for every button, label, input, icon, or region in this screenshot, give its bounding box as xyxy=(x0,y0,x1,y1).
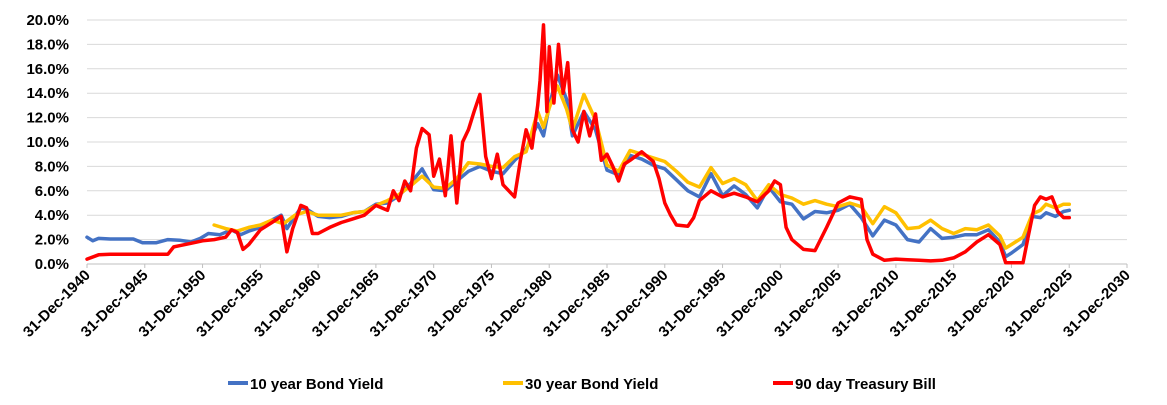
y-tick-label: 12.0% xyxy=(26,110,69,127)
y-tick-label: 18.0% xyxy=(26,36,69,53)
gridlines xyxy=(87,19,1127,265)
y-axis-ticks: 0.0% 2.0% 4.0% 6.0% 8.0% 10.0% 12.0% 14.0% 16.0%… xyxy=(26,12,69,273)
series-lines xyxy=(85,23,1072,265)
series-line-3 xyxy=(85,23,1072,265)
y-tick-label: 6.0% xyxy=(35,183,69,200)
legend-label: 30 year Bond Yield xyxy=(525,376,658,393)
x-axis-ticks: 31-Dec-194031-Dec-194531-Dec-195031-Dec-… xyxy=(20,264,1134,341)
legend-label: 10 year Bond Yield xyxy=(250,376,383,393)
y-tick-label: 14.0% xyxy=(26,85,69,102)
y-tick-label: 8.0% xyxy=(35,158,69,175)
y-tick-label: 2.0% xyxy=(35,232,69,249)
y-tick-label: 0.0% xyxy=(35,256,69,273)
series-line-1 xyxy=(85,73,1072,259)
legend-label: 90 day Treasury Bill xyxy=(795,376,936,393)
y-tick-label: 10.0% xyxy=(26,134,69,151)
y-tick-label: 16.0% xyxy=(26,61,69,78)
y-tick-label: 20.0% xyxy=(26,12,69,29)
legend: 10 year Bond Yield 30 year Bond Yield 90 d… xyxy=(228,376,936,393)
y-tick-label: 4.0% xyxy=(35,207,69,224)
